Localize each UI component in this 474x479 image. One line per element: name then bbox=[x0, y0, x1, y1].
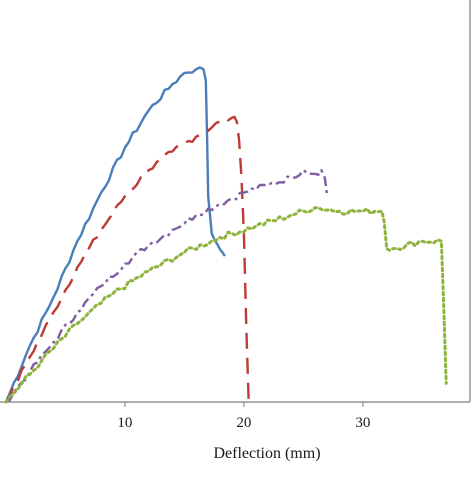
series-group bbox=[4, 66, 448, 404]
plot-frame bbox=[0, 0, 471, 403]
x-axis-title: Deflection (mm) bbox=[213, 445, 320, 462]
x-tick-group: 10 20 30 bbox=[117, 402, 370, 431]
series-line-1 bbox=[4, 66, 226, 403]
x-tick-label: 10 bbox=[117, 415, 132, 431]
series-line-2 bbox=[4, 115, 250, 403]
series-line-3 bbox=[5, 168, 329, 404]
series-line-4 bbox=[4, 206, 448, 404]
x-tick-label: 20 bbox=[236, 415, 251, 431]
x-tick-label: 30 bbox=[355, 415, 370, 431]
